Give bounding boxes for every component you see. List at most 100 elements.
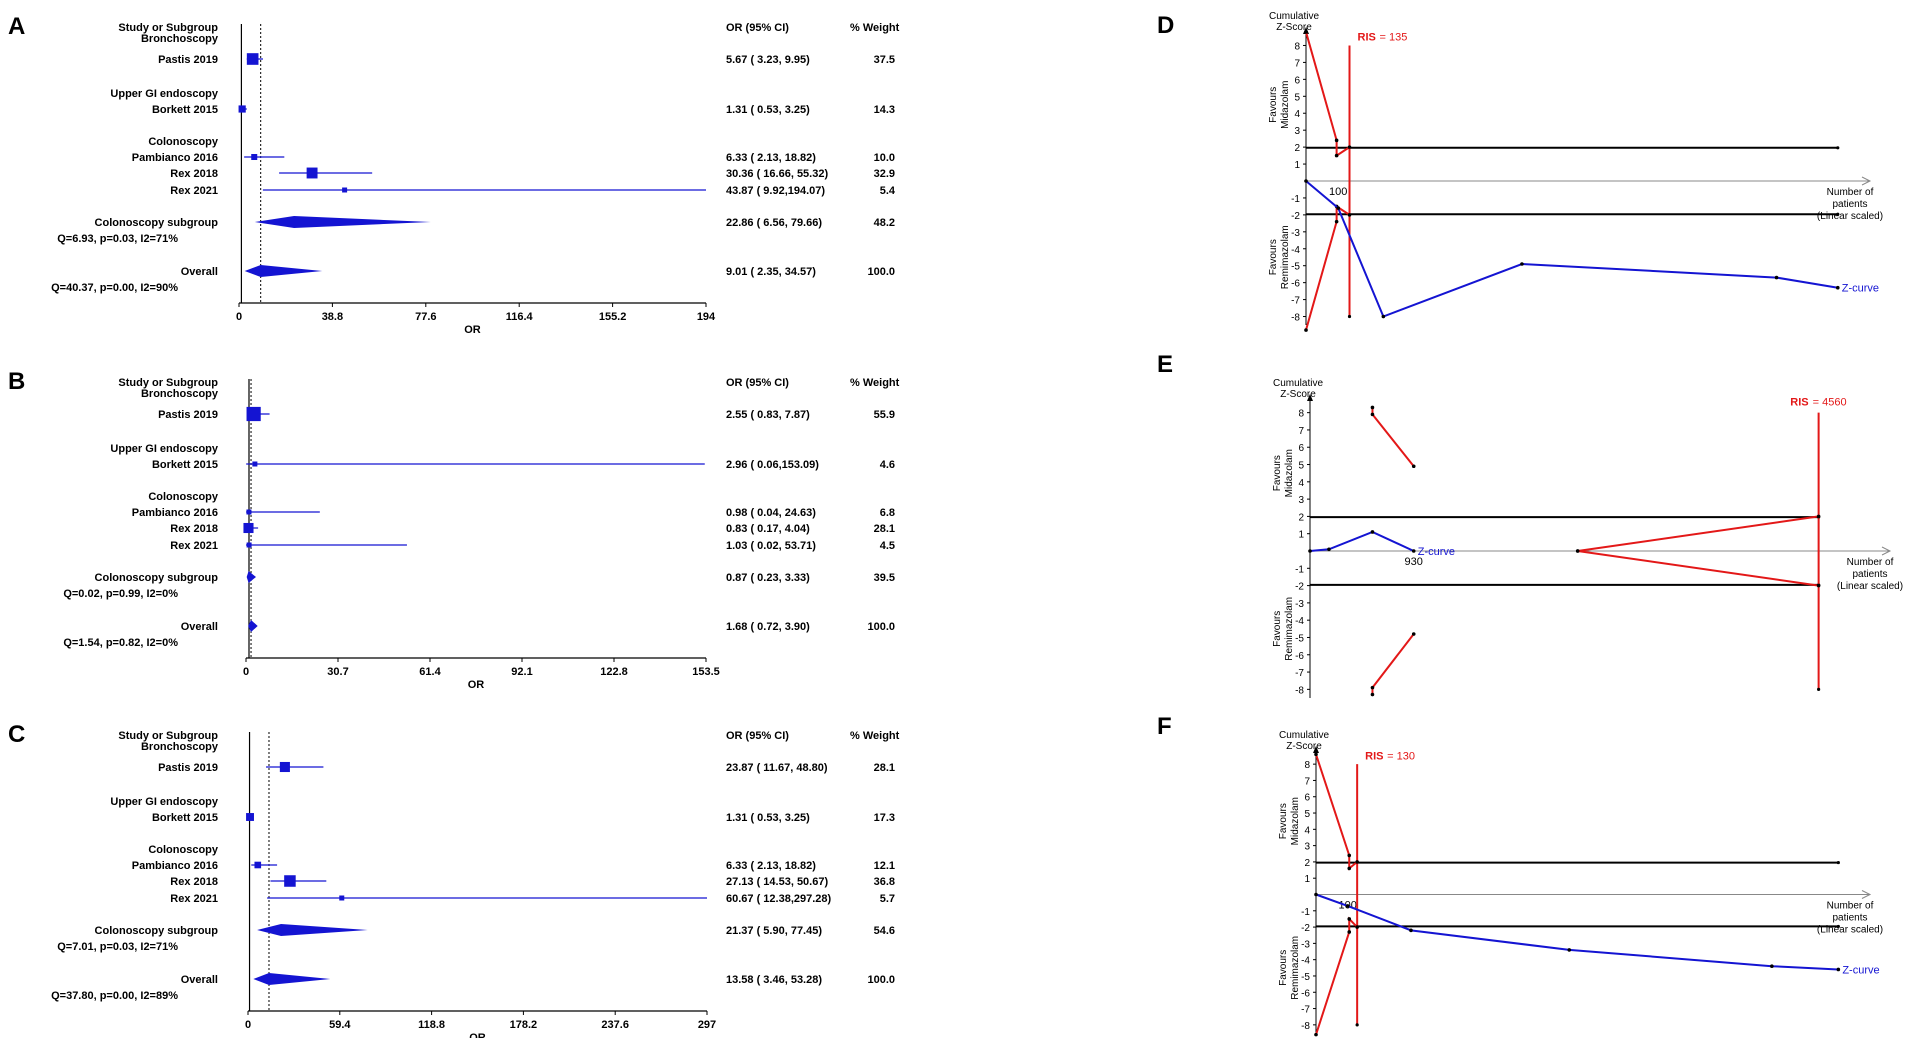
subgroup-header: Upper GI endoscopy	[110, 796, 218, 808]
monitoring-boundary-lower-point	[1304, 328, 1308, 332]
y-tick-label: -6	[1301, 988, 1310, 999]
y-tick-label: -8	[1301, 1021, 1310, 1032]
x-tick-label: 92.1	[511, 666, 532, 678]
y-tick-label: -6	[1295, 651, 1304, 662]
favours-bottom-label: Favours Remimazolam	[1272, 597, 1295, 661]
x-axis-label: OR	[464, 324, 481, 336]
x-tick-label: 0	[243, 666, 249, 678]
y-tick-label: -4	[1295, 616, 1304, 627]
monitoring-boundary-upper-point	[1304, 30, 1308, 34]
pooled-label: Colonoscopy subgroup	[95, 572, 219, 584]
z-curve-point	[1304, 179, 1308, 183]
pooled-label: Colonoscopy subgroup	[95, 925, 219, 937]
study-label: Pastis 2019	[158, 762, 218, 774]
y-axis-arrow	[1307, 394, 1313, 401]
study-square	[251, 153, 258, 161]
study-square	[306, 167, 318, 179]
z-curve-point	[1345, 904, 1350, 908]
weight-value: 100.0	[867, 266, 895, 278]
z-curve-point	[1770, 964, 1774, 968]
pooled-diamond	[246, 571, 256, 583]
y-tick-label: -4	[1291, 245, 1300, 256]
study-square	[243, 522, 254, 534]
study-square	[246, 542, 252, 548]
study-square	[339, 895, 345, 901]
pooled-diamond	[254, 216, 431, 228]
x-tick-label: 153.5	[692, 666, 720, 678]
monitoring-boundary-upper-point	[1334, 153, 1339, 158]
monitoring-boundary-upper-point	[1370, 412, 1375, 417]
column-header-or: OR (95% CI)	[726, 377, 789, 389]
panel-label: F	[1157, 713, 1172, 740]
z-curve-label: Z-curve	[1418, 546, 1455, 558]
x-tick-label: 155.2	[599, 311, 627, 323]
y-tick-label: -2	[1291, 211, 1300, 222]
or-ci-value: 1.68 ( 0.72, 3.90)	[726, 621, 810, 633]
ris-label: RIS	[1358, 31, 1376, 43]
x-tick-label: 116.4	[506, 311, 534, 323]
pooled-diamond	[248, 620, 258, 632]
or-ci-value: 0.83 ( 0.17, 4.04)	[726, 523, 810, 535]
weight-value: 14.3	[874, 104, 895, 116]
monitoring-boundary-upper	[1577, 515, 1819, 552]
monitoring-boundary-upper	[1305, 31, 1351, 158]
z-curve-point	[1308, 549, 1312, 553]
or-ci-value: 6.33 ( 2.13, 18.82)	[726, 860, 816, 872]
x-tick-label: 100	[1329, 186, 1347, 198]
study-label: Rex 2021	[170, 185, 218, 197]
study-square	[246, 53, 259, 65]
weight-value: 39.5	[874, 572, 895, 584]
study-square	[246, 406, 261, 422]
heterogeneity-stat: Q=37.80, p=0.00, I2=89%	[51, 990, 178, 1002]
z-curve-point	[1411, 549, 1416, 553]
x-axis-label-line: Number of	[1827, 901, 1874, 912]
y-tick-label: -8	[1295, 685, 1304, 696]
pooled-label: Overall	[181, 266, 218, 278]
favours-bottom-line: Favours	[1272, 611, 1283, 647]
boundary-end-dot	[1836, 924, 1840, 929]
z-curve-point	[1327, 547, 1331, 552]
x-axis-label-line: (Linear scaled)	[1837, 581, 1903, 592]
study-label: Rex 2018	[170, 168, 218, 180]
subgroup-header: Colonoscopy	[148, 844, 219, 856]
boundary-end-dot	[1836, 212, 1840, 216]
favours-bottom-line: Favours	[1268, 239, 1279, 275]
study-square	[279, 761, 290, 773]
favours-bottom-line: Remimazolam	[1284, 597, 1295, 661]
y-tick-label: 8	[1298, 409, 1304, 420]
y-axis-label-line: Z-Score	[1280, 389, 1316, 400]
weight-value: 17.3	[874, 812, 895, 824]
monitoring-boundary-upper-point	[1347, 853, 1352, 858]
forest-plot-b: B Study or Subgroup OR (95% CI) % Weight Bro…	[8, 368, 900, 691]
y-tick-label: -1	[1291, 194, 1300, 205]
favours-top-label: Favours Midazolam	[1272, 449, 1295, 497]
study-square	[254, 861, 262, 869]
monitoring-boundary-upper	[1315, 754, 1358, 871]
or-ci-value: 13.58 ( 3.46, 53.28)	[726, 974, 822, 986]
subgroup-header: Bronchoscopy	[141, 33, 219, 45]
weight-value: 5.4	[880, 185, 896, 197]
monitoring-boundary-upper-point	[1314, 752, 1318, 757]
study-square	[252, 461, 258, 467]
x-axis-label: OR	[468, 679, 485, 691]
x-axis-arrow	[1861, 176, 1872, 186]
forest-plot-a: A Study or Subgroup OR (95% CI) % Weight Bro…	[8, 13, 900, 336]
favours-bottom-line: Remimazolam	[1290, 936, 1301, 1000]
y-tick-label: 8	[1294, 41, 1300, 52]
z-curve-point	[1381, 314, 1386, 319]
weight-value: 54.6	[874, 925, 895, 937]
study-label: Borkett 2015	[152, 459, 218, 471]
monitoring-boundary-lower	[1371, 633, 1415, 695]
y-tick-label: 4	[1298, 478, 1304, 489]
weight-value: 12.1	[874, 860, 895, 872]
monitoring-boundary-upper-point	[1411, 464, 1416, 469]
panel-label: D	[1157, 12, 1174, 39]
x-tick-label: 59.4	[329, 1019, 351, 1031]
x-axis-label-line: (Linear scaled)	[1817, 211, 1883, 222]
y-tick-label: -2	[1301, 923, 1310, 934]
